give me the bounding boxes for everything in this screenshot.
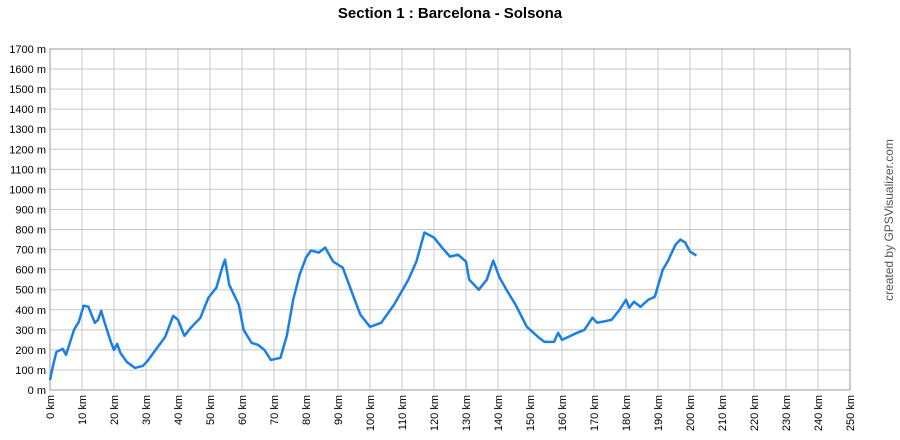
- y-tick-label: 1000 m: [9, 184, 46, 196]
- x-tick-label: 120 km: [429, 395, 441, 431]
- x-tick-label: 100 km: [365, 395, 377, 431]
- x-tick-label: 10 km: [77, 395, 89, 425]
- y-tick-label: 1600 m: [9, 64, 46, 76]
- x-tick-label: 210 km: [717, 395, 729, 431]
- x-tick-label: 40 km: [173, 395, 185, 425]
- x-tick-label: 140 km: [493, 395, 505, 431]
- y-tick-label: 1100 m: [10, 164, 46, 176]
- y-tick-label: 400 m: [15, 305, 46, 317]
- y-tick-label: 1500 m: [9, 84, 46, 96]
- x-tick-label: 220 km: [749, 395, 761, 431]
- x-tick-label: 90 km: [333, 395, 345, 425]
- x-tick-label: 190 km: [653, 395, 665, 431]
- y-tick-label: 900 m: [15, 204, 46, 216]
- y-tick-label: 100 m: [15, 365, 46, 377]
- chart-title: Section 1 : Barcelona - Solsona: [338, 5, 563, 22]
- watermark: created by GPSVisualizer.com: [882, 139, 896, 301]
- x-tick-label: 230 km: [781, 395, 793, 431]
- plot-border: [49, 48, 851, 391]
- y-tick-label: 700 m: [15, 245, 46, 257]
- y-tick-label: 1200 m: [9, 144, 46, 156]
- x-tick-label: 60 km: [237, 395, 249, 425]
- x-tick-label: 160 km: [557, 395, 569, 431]
- y-tick-label: 1700 m: [9, 44, 46, 56]
- x-tick-label: 70 km: [269, 395, 281, 425]
- x-tick-label: 0 km: [45, 395, 57, 419]
- y-tick-label: 1300 m: [9, 124, 46, 136]
- x-tick-label: 250 km: [845, 395, 857, 431]
- y-tick-label: 800 m: [15, 225, 46, 237]
- elevation-line: [48, 231, 698, 381]
- x-tick-label: 170 km: [589, 395, 601, 431]
- x-tick-label: 80 km: [301, 395, 313, 425]
- x-tick-label: 130 km: [461, 395, 473, 431]
- y-tick-label: 1400 m: [9, 104, 46, 116]
- x-tick-label: 110 km: [397, 395, 409, 430]
- y-tick-label: 200 m: [15, 345, 46, 357]
- y-tick-label: 500 m: [15, 285, 46, 297]
- x-tick-label: 150 km: [525, 395, 537, 431]
- y-tick-label: 300 m: [15, 325, 46, 337]
- x-tick-label: 30 km: [141, 395, 153, 425]
- y-tick-label: 0 m: [28, 385, 46, 397]
- x-tick-label: 200 km: [685, 395, 697, 431]
- y-tick-label: 600 m: [15, 265, 46, 277]
- x-tick-label: 240 km: [813, 395, 825, 431]
- x-tick-label: 180 km: [621, 395, 633, 431]
- x-tick-label: 20 km: [109, 395, 121, 425]
- x-tick-label: 50 km: [205, 395, 217, 425]
